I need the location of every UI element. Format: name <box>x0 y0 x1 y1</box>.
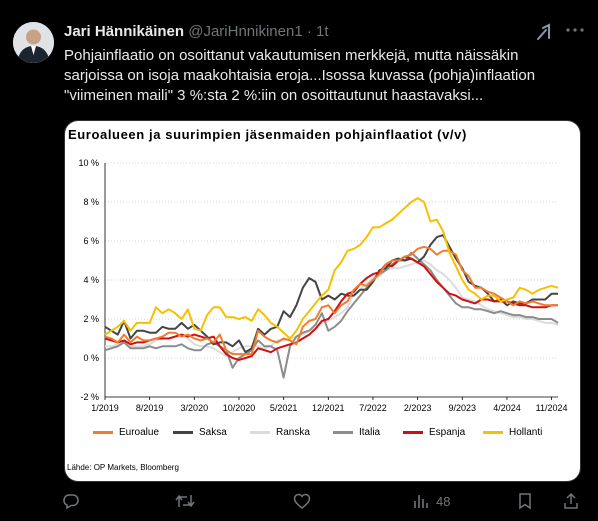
legend-label: Hollanti <box>509 427 543 438</box>
x-tick-label: 8/2019 <box>136 403 164 413</box>
chart-image: Euroalueen ja suurimpien jäsenmaiden poh… <box>65 121 580 481</box>
y-tick-label: 8 % <box>83 197 99 207</box>
x-tick-label: 7/2022 <box>359 403 387 413</box>
x-tick-label: 10/2020 <box>223 403 256 413</box>
chart-title: Euroalueen ja suurimpien jäsenmaiden poh… <box>68 127 467 142</box>
tweet-text-line: sarjoissa on isoja maakohtaisia eroja...… <box>64 67 536 84</box>
series-line-saksa <box>104 234 558 354</box>
tweet-text: Pohjainflaatio on osoittanut vakautumise… <box>64 46 584 106</box>
legend-swatch <box>483 430 503 434</box>
retweet-button[interactable] <box>175 491 195 511</box>
series-line-euroalue <box>104 245 558 356</box>
y-tick-label: 0 % <box>83 353 99 363</box>
tweet-text-line: Pohjainflaatio on osoittanut vakautumise… <box>64 47 519 64</box>
grok-icon[interactable] <box>534 22 554 42</box>
avatar[interactable] <box>13 22 54 63</box>
views-button[interactable]: 48 <box>412 491 450 511</box>
tweet-header: Jari Hännikäinen @JariHnnikinen1 · 1t <box>64 23 329 40</box>
tweet-text-line: "viimeinen maili" 3 %:sta 2 %:iin on oso… <box>64 87 484 104</box>
x-tick-label: 3/2020 <box>181 403 209 413</box>
share-button[interactable] <box>562 491 580 511</box>
chart-legend: Euroalue Saksa Ranska Italia Espanja Hollanti <box>93 427 573 443</box>
legend-label: Espanja <box>429 427 466 438</box>
x-tick-label: 11/2024 <box>536 403 568 413</box>
x-tick-label: 9/2023 <box>449 403 477 413</box>
legend-label: Saksa <box>199 427 227 438</box>
y-tick-label: 4 % <box>83 275 99 285</box>
chart-source: Lähde: OP Markets, Bloomberg <box>67 463 179 472</box>
x-tick-label: 12/2021 <box>312 403 345 413</box>
legend-swatch <box>250 430 270 434</box>
legend-swatch <box>173 430 193 434</box>
legend-label: Ranska <box>276 427 310 438</box>
legend-swatch <box>403 430 423 434</box>
legend-swatch <box>333 430 353 434</box>
like-button[interactable] <box>293 491 311 511</box>
media-card[interactable]: Euroalueen ja suurimpien jäsenmaiden poh… <box>64 120 581 482</box>
series-line-italia <box>104 251 559 379</box>
y-tick-label: 6 % <box>83 236 99 246</box>
legend-item: Hollanti <box>483 427 542 438</box>
x-tick-label: 4/2024 <box>493 403 521 413</box>
legend-item: Ranska <box>250 427 310 438</box>
legend-swatch <box>93 430 113 434</box>
retweet-icon <box>175 492 195 510</box>
chart-plot: 10 % 8 % 6 % 4 % 2 % 0 % -2 %1/2019 8/2019 3/202… <box>78 158 568 413</box>
legend-item: Euroalue <box>93 427 159 438</box>
legend-item: Saksa <box>173 427 227 438</box>
x-tick-label: 5/2021 <box>270 403 298 413</box>
x-tick-label: 1/2019 <box>91 403 119 413</box>
legend-label: Italia <box>359 427 381 438</box>
x-tick-label: 2/2023 <box>404 403 432 413</box>
series-line-hollanti <box>104 197 559 340</box>
legend-label: Euroalue <box>119 427 160 438</box>
separator: · <box>306 23 312 40</box>
bookmark-button[interactable] <box>517 491 533 511</box>
y-tick-label: -2 % <box>80 392 99 402</box>
legend-item: Espanja <box>403 427 465 438</box>
reply-icon <box>62 492 80 510</box>
author-handle[interactable]: @JariHnnikinen1 <box>188 23 303 40</box>
author-name[interactable]: Jari Hännikäinen <box>64 23 185 40</box>
timestamp[interactable]: 1t <box>316 23 329 40</box>
bookmark-icon <box>517 492 533 510</box>
views-count: 48 <box>436 493 451 509</box>
legend-item: Italia <box>333 427 380 438</box>
y-tick-label: 2 % <box>83 314 99 324</box>
share-icon <box>562 492 580 510</box>
y-tick-label: 10 % <box>78 158 99 168</box>
like-icon <box>293 492 311 510</box>
views-icon <box>412 492 430 510</box>
reply-button[interactable] <box>62 491 80 511</box>
action-bar: 48 <box>62 491 582 511</box>
more-icon[interactable] <box>563 20 587 40</box>
